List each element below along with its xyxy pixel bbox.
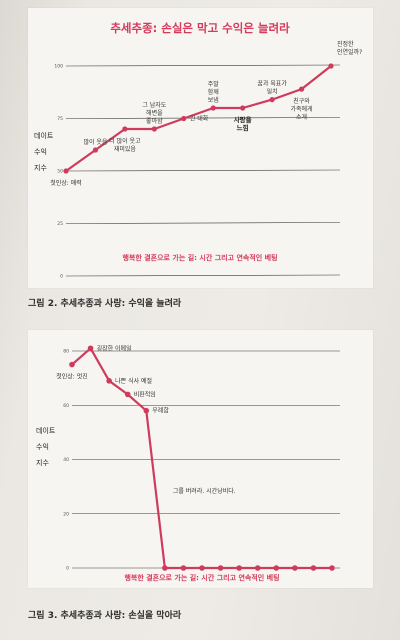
data-point (106, 378, 112, 384)
annotation-label: 그를 버려라. 시간낭비다. (173, 487, 236, 495)
chart-footer: 행복한 결혼으로 가는 길: 시간 그리고 연속적인 베팅 (122, 253, 277, 262)
y-tick-label: 25 (57, 221, 63, 227)
annotation-label: 재미있음 (114, 145, 137, 153)
caption-fig3: 그림 3. 추세추종과 사랑: 손실을 막아라 (28, 611, 182, 621)
chart-footer: 행복한 결혼으로 가는 길: 시간 그리고 연속적인 베팅 (124, 573, 279, 582)
data-point (143, 407, 150, 414)
data-point (181, 115, 187, 122)
annotation-label: 굉장한 이메일 (97, 344, 132, 352)
data-point (210, 105, 216, 111)
annotation-label: 소개 (296, 113, 307, 121)
data-point (180, 565, 187, 571)
data-point (92, 147, 99, 153)
chart-panel-fig3 (28, 330, 373, 588)
data-point (292, 565, 298, 571)
annotation-label: 무례함 (152, 407, 169, 415)
annotation-label: 그 남자도 (142, 101, 166, 109)
gridline (65, 169, 341, 172)
annotation-label: 함께 (208, 88, 219, 96)
annotation-label: 좋아함 (146, 117, 163, 125)
data-point (254, 565, 261, 571)
data-point (328, 63, 334, 69)
y-axis-label: 데이트 (36, 426, 56, 435)
y-axis-label: 수익 (36, 443, 49, 451)
gridline (65, 117, 341, 119)
annotation-label: 진정한 (337, 40, 354, 48)
data-point (240, 105, 246, 111)
data-point (69, 361, 75, 368)
data-point (269, 97, 275, 103)
series-line (65, 65, 332, 172)
data-point (236, 565, 242, 571)
annotation-label: 더 많이 웃고 (109, 137, 141, 145)
annotation-label: 일치 (267, 88, 278, 96)
annotation-label: 비판적임 (134, 390, 156, 398)
annotation-label: 긴 대화 (190, 115, 209, 123)
data-point (298, 86, 305, 92)
data-point (199, 565, 205, 571)
annotation-label: 해변을 (146, 109, 163, 117)
y-axis-label: 지수 (36, 458, 49, 467)
gridline (65, 64, 341, 67)
data-point (217, 565, 224, 571)
y-axis-label: 데이트 (34, 131, 54, 140)
chart-panel-fig2 (28, 8, 373, 288)
y-tick-label: 0 (60, 274, 63, 280)
gridline (65, 222, 341, 224)
y-tick-label: 100 (54, 64, 63, 70)
y-tick-label: 0 (66, 566, 69, 572)
annotation-label: 친구와 (293, 97, 310, 105)
caption-fig2: 그림 2. 추세추종과 사랑: 수익을 늘려라 (28, 299, 182, 309)
figure-title: 추세추종: 손실은 막고 수익은 늘려라 (110, 21, 290, 35)
data-point (151, 126, 157, 132)
data-point (310, 565, 317, 571)
data-point (329, 565, 335, 571)
y-tick-label: 75 (57, 116, 63, 122)
y-tick-label: 20 (63, 511, 69, 517)
annotation-label: 꿈과 목표가 (257, 80, 287, 88)
y-tick-label: 80 (63, 349, 69, 355)
annotation-label: 사랑을 (234, 115, 252, 124)
annotation-label: 보냄 (208, 96, 219, 104)
y-tick-label: 60 (63, 403, 69, 409)
data-point (162, 565, 168, 571)
y-tick-label: 50 (57, 169, 63, 175)
data-point (87, 345, 94, 352)
y-axis-label: 지수 (34, 163, 47, 172)
annotation-label: 가족에게 (291, 105, 313, 113)
data-point (122, 126, 128, 132)
data-point (124, 391, 131, 398)
annotation-label: 느낌 (237, 123, 249, 132)
annotation-label: 첫인상: 멋진 (56, 373, 88, 381)
annotation-label: 주말 (208, 80, 220, 88)
annotation-label: 나쁜 식사 예절 (115, 377, 152, 385)
data-point (63, 168, 69, 174)
y-tick-label: 40 (63, 457, 69, 463)
annotation-label: 인연일까? (337, 48, 362, 56)
y-axis-label: 수익 (34, 148, 47, 156)
annotation-label: 많이 웃음 (83, 138, 107, 146)
annotation-label: 첫인상: 매력 (50, 179, 82, 187)
gridline (65, 274, 341, 277)
data-point (273, 565, 280, 571)
